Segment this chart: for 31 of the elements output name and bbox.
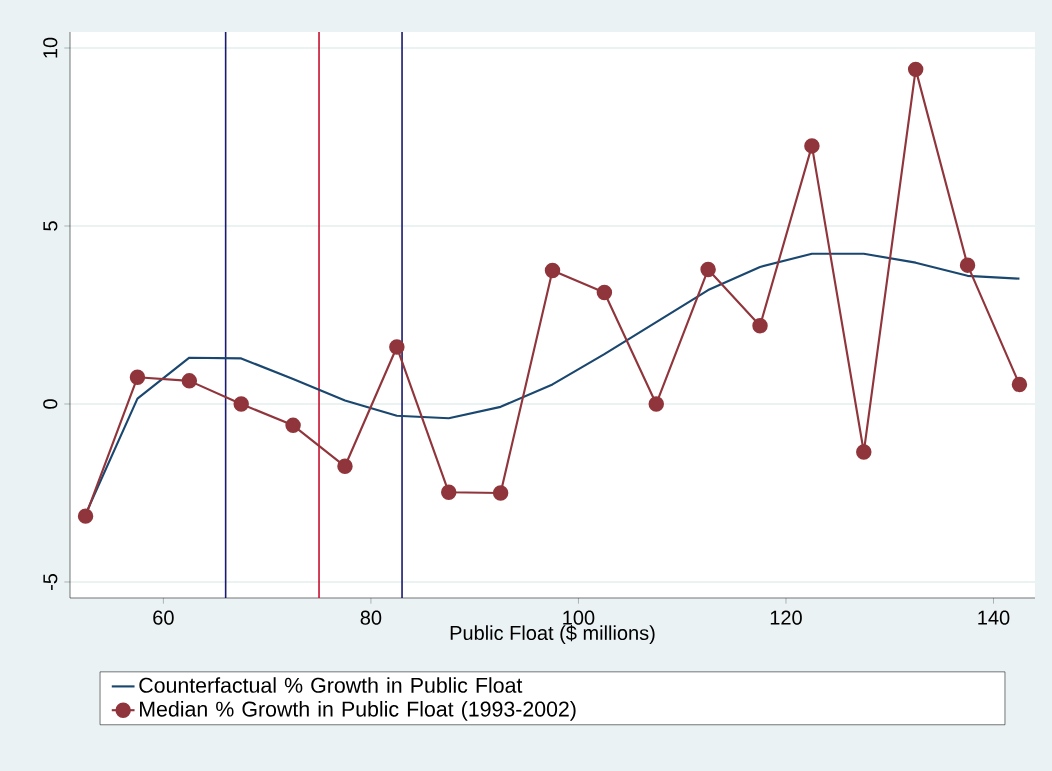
point	[389, 339, 405, 355]
point	[700, 261, 716, 278]
legend-label: Median % Growth in Public Float (1993-2002)	[140, 700, 576, 721]
x-axis-title: Public Float ($ millions)	[450, 625, 655, 644]
point	[648, 396, 664, 412]
y-tick-label: 10	[43, 37, 58, 58]
x-tick-label: 120	[770, 610, 802, 625]
point	[337, 458, 353, 475]
point	[856, 444, 872, 460]
point	[285, 417, 301, 434]
y-tick-label: 5	[43, 221, 58, 231]
point	[492, 485, 509, 501]
point	[1011, 376, 1028, 393]
point	[129, 369, 146, 386]
point	[441, 484, 457, 501]
legend-label: Counterfactual % Growth in Public Float	[139, 677, 523, 693]
point	[907, 61, 924, 78]
point	[752, 317, 768, 334]
point	[544, 262, 561, 279]
x-tick-label: 140	[978, 610, 1010, 625]
x-tick-label: 100	[563, 610, 595, 625]
x-tick-label: 80	[360, 610, 382, 625]
point	[804, 138, 820, 154]
point	[233, 396, 249, 412]
y-tick-label: 0	[43, 399, 58, 409]
x-tick-label: 60	[153, 610, 174, 625]
point	[181, 373, 198, 389]
point	[596, 284, 613, 301]
point	[959, 257, 976, 273]
y-tick-label: -5	[43, 573, 58, 590]
point	[77, 508, 94, 524]
